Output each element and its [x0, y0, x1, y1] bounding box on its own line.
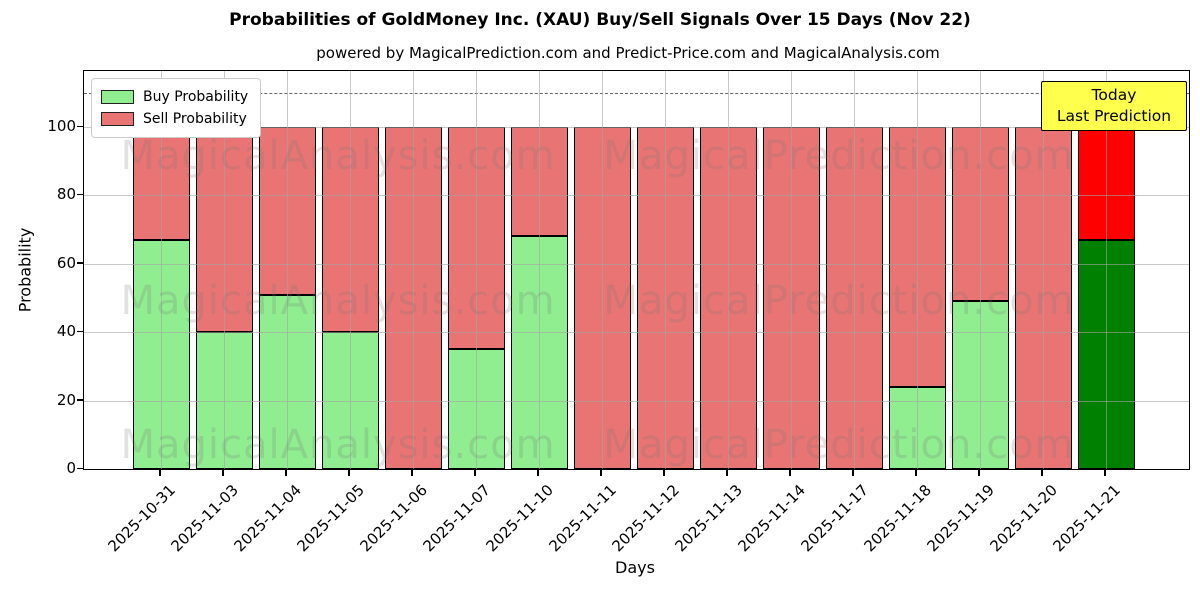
gridline-vertical: [790, 71, 792, 469]
gridline-vertical: [286, 71, 288, 469]
gridline-vertical: [1042, 71, 1044, 469]
x-tick-label: 2025-10-31: [104, 481, 179, 556]
x-tick-label: 2025-11-03: [167, 481, 242, 556]
chart-title: Probabilities of GoldMoney Inc. (XAU) Bu…: [229, 10, 971, 30]
gridline-horizontal: [84, 400, 1189, 402]
watermark-text: MagicalAnalysis.com: [120, 278, 556, 324]
x-tick-mark: [600, 469, 602, 476]
legend-label-buy: Buy Probability: [143, 89, 249, 105]
x-tick-mark: [1104, 469, 1106, 476]
x-tick-label: 2025-11-20: [986, 481, 1061, 556]
x-tick-mark: [978, 469, 980, 476]
x-tick-mark: [915, 469, 917, 476]
x-tick-label: 2025-11-18: [860, 481, 935, 556]
gridline-vertical: [727, 71, 729, 469]
gridline-vertical: [349, 71, 351, 469]
gridline-vertical: [538, 71, 540, 469]
legend-item-buy: Buy Probability: [101, 86, 248, 108]
x-tick-label: 2025-11-17: [797, 481, 872, 556]
gridline-vertical: [475, 71, 477, 469]
y-tick-mark: [77, 330, 83, 333]
x-tick-label: 2025-11-05: [293, 481, 368, 556]
watermark-text: MagicalPrediction.com: [603, 422, 1075, 468]
gridline-vertical: [601, 71, 603, 469]
x-tick-mark: [411, 469, 413, 476]
x-tick-mark: [348, 469, 350, 476]
x-tick-label: 2025-11-21: [1049, 481, 1124, 556]
watermark-text: MagicalAnalysis.com: [120, 133, 556, 179]
gridline-vertical: [1105, 71, 1107, 469]
legend: Buy Probability Sell Probability: [91, 78, 262, 138]
x-tick-label: 2025-11-14: [734, 481, 809, 556]
gridline-vertical: [664, 71, 666, 469]
x-tick-label: 2025-11-07: [419, 481, 494, 556]
x-tick-mark: [852, 469, 854, 476]
x-tick-mark: [285, 469, 287, 476]
x-tick-label: 2025-11-12: [608, 481, 683, 556]
watermark-text: MagicalPrediction.com: [603, 133, 1075, 179]
legend-label-sell: Sell Probability: [143, 111, 247, 127]
y-tick-mark: [77, 399, 83, 401]
sell-swatch-icon: [101, 112, 134, 126]
gridline-vertical: [979, 71, 981, 469]
y-tick-label: 80: [56, 185, 76, 204]
y-tick-mark: [77, 125, 83, 127]
gridline-vertical: [160, 71, 162, 469]
x-axis-label: Days: [615, 558, 655, 577]
plot-area: Buy Probability Sell Probability Today L…: [83, 70, 1190, 470]
today-annotation: Today Last Prediction: [1041, 81, 1187, 131]
gridline-vertical: [223, 71, 225, 469]
watermark-text: MagicalPrediction.com: [603, 278, 1075, 324]
x-tick-label: 2025-11-04: [230, 481, 305, 556]
y-tick-label: 100: [47, 117, 76, 135]
today-annotation-line1: Today: [1091, 86, 1137, 104]
chart-subtitle: powered by MagicalPrediction.com and Pre…: [316, 44, 940, 62]
y-tick-mark: [77, 193, 83, 196]
x-tick-mark: [222, 469, 224, 476]
gridline-vertical: [916, 71, 918, 469]
x-tick-label: 2025-11-11: [545, 481, 620, 556]
y-tick-label: 20: [56, 390, 76, 409]
today-annotation-line2: Last Prediction: [1056, 106, 1172, 125]
y-tick-label: 0: [66, 459, 76, 477]
dashed-threshold-line: [84, 92, 1189, 94]
x-tick-mark: [159, 469, 161, 476]
watermark-text: MagicalAnalysis.com: [120, 422, 556, 468]
gridline-vertical: [853, 71, 855, 469]
x-tick-mark: [537, 469, 539, 476]
x-tick-label: 2025-11-13: [671, 481, 746, 556]
y-tick-label: 40: [56, 322, 76, 341]
gridline-horizontal: [84, 332, 1189, 334]
buy-swatch-icon: [101, 90, 134, 104]
gridline-vertical: [412, 71, 414, 469]
x-tick-mark: [789, 469, 791, 476]
gridline-horizontal: [84, 195, 1189, 197]
x-tick-mark: [663, 469, 665, 476]
x-tick-label: 2025-11-06: [356, 481, 431, 556]
x-tick-mark: [1041, 469, 1043, 476]
x-tick-label: 2025-11-19: [923, 481, 998, 556]
legend-item-sell: Sell Probability: [101, 108, 248, 130]
gridline-horizontal: [84, 263, 1189, 265]
x-tick-mark: [474, 469, 476, 476]
y-tick-mark: [77, 262, 83, 264]
y-tick-label: 60: [56, 253, 76, 272]
y-tick-mark: [77, 467, 83, 469]
x-tick-label: 2025-11-10: [482, 481, 557, 556]
gridline-horizontal: [84, 127, 1189, 128]
x-tick-mark: [726, 469, 728, 476]
